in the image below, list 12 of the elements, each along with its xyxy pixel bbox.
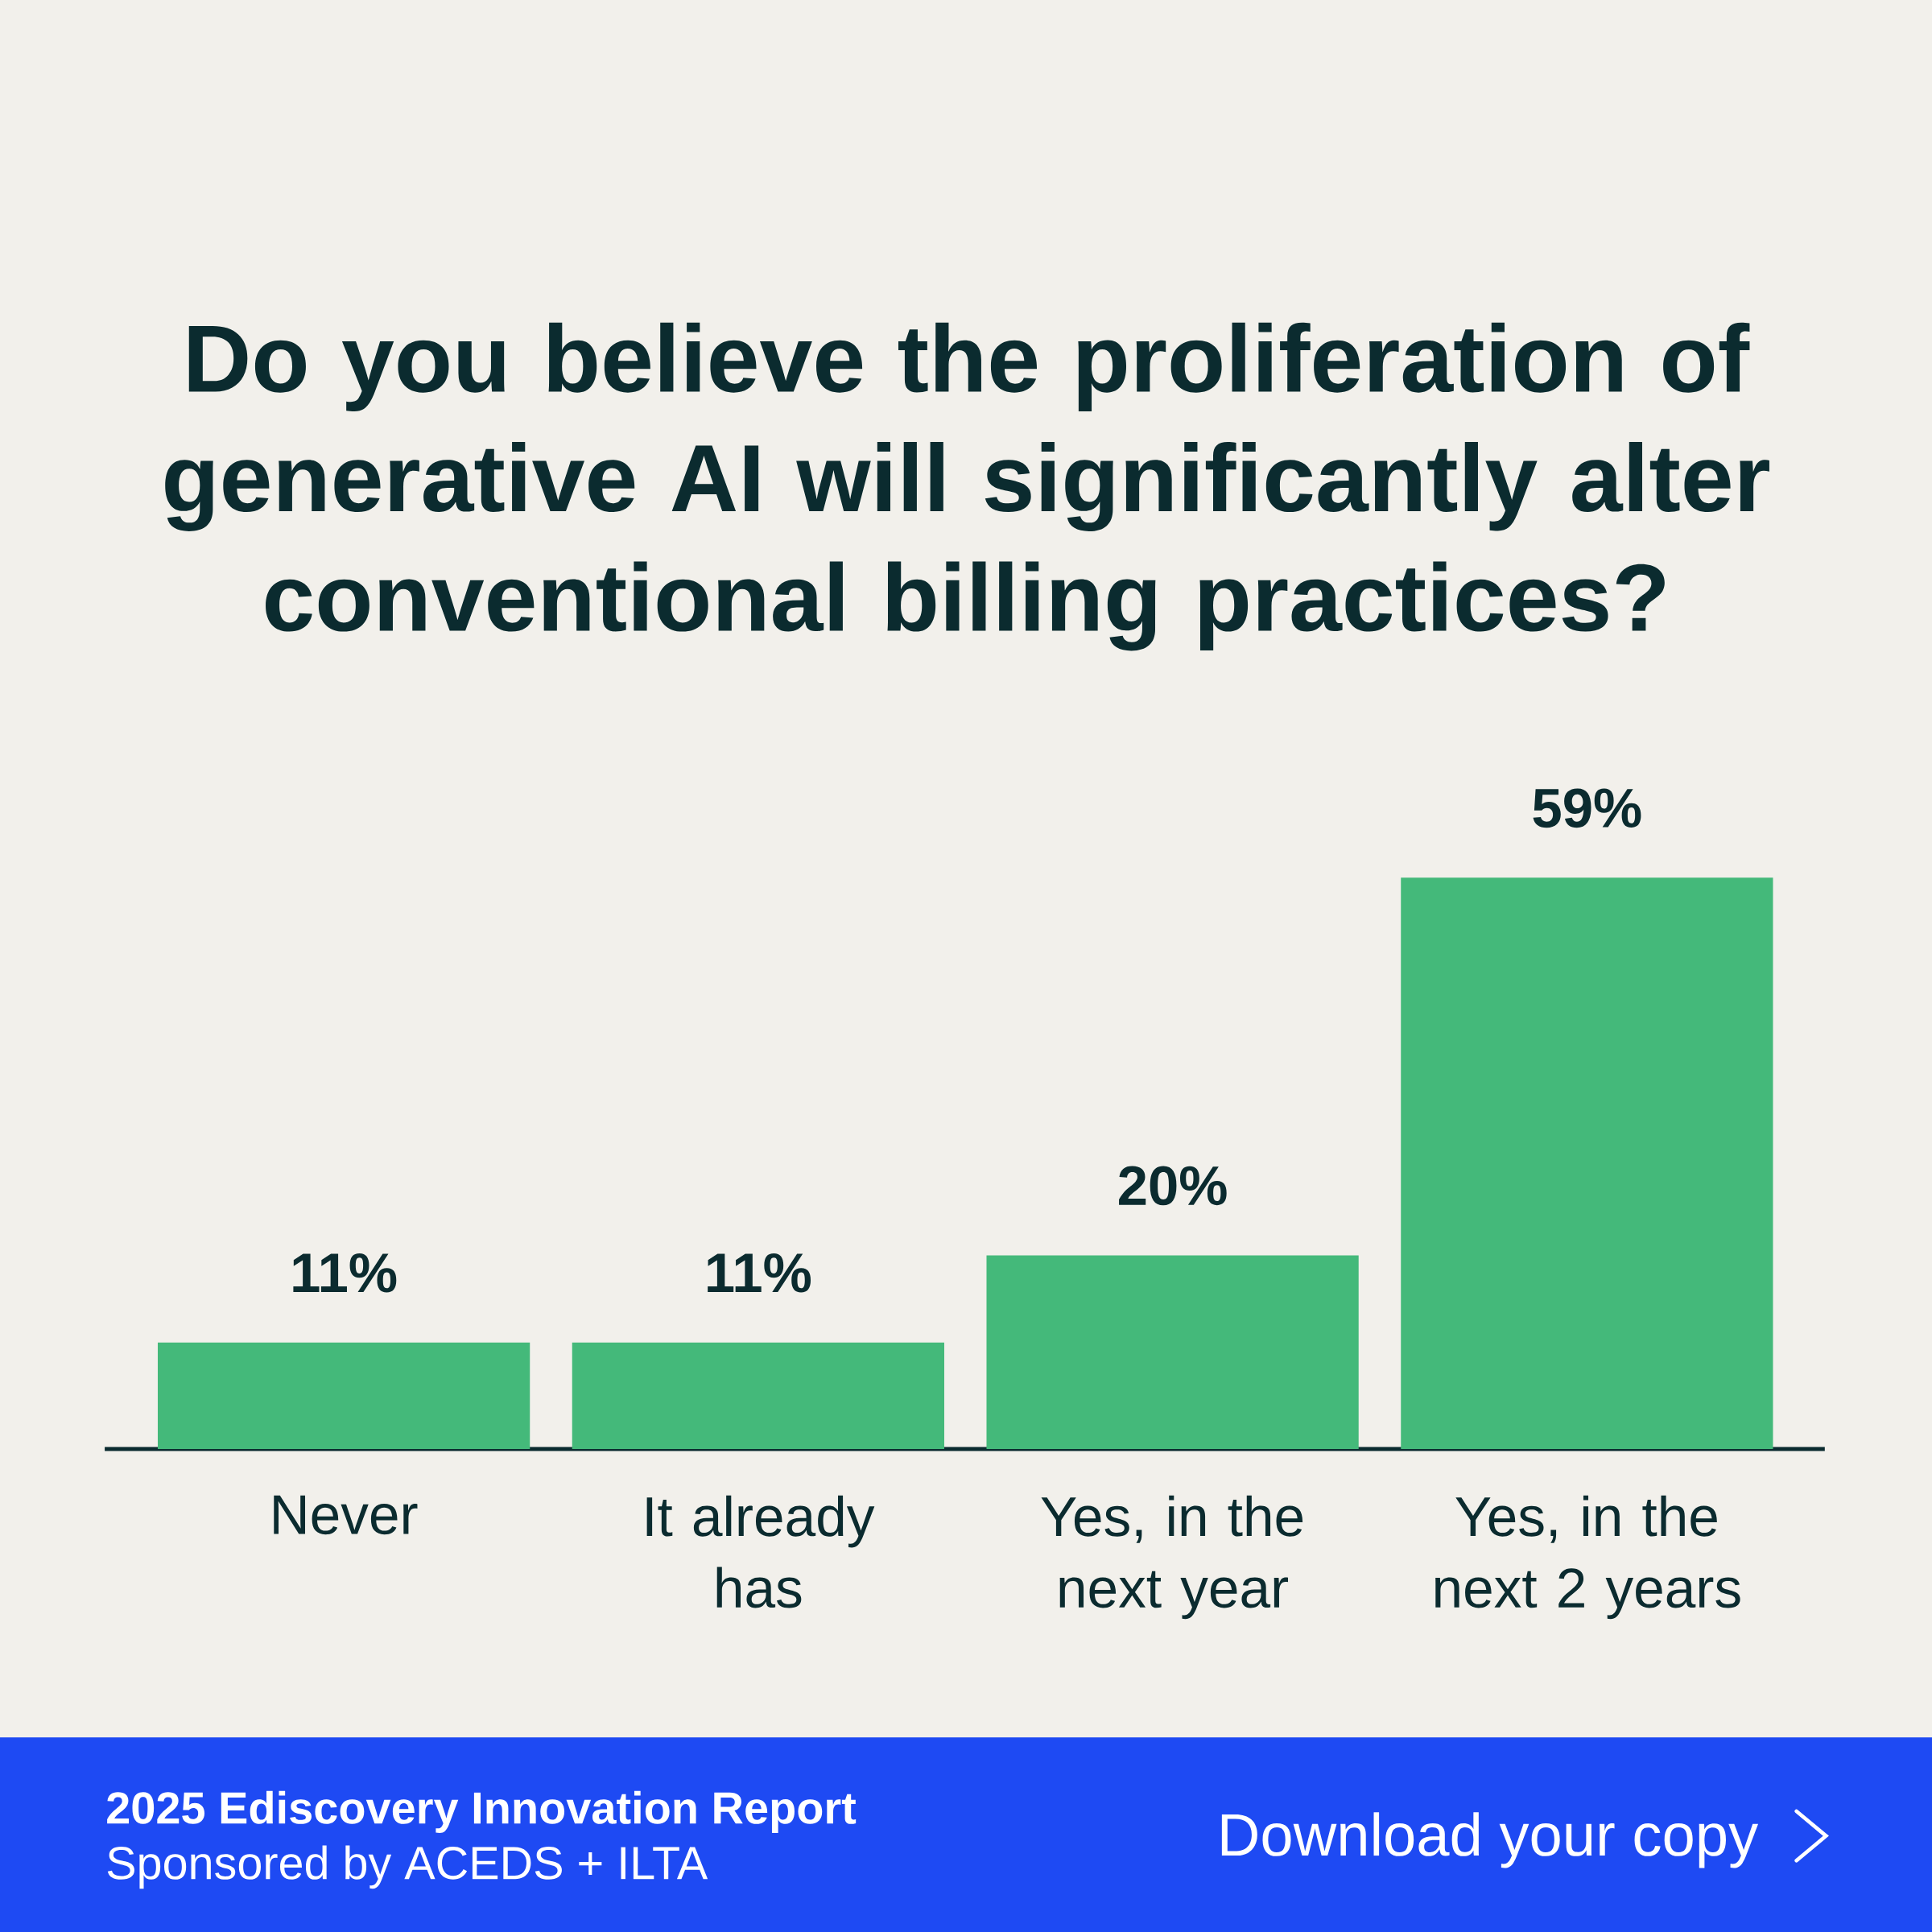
text: Download your copy	[1221, 1812, 1759, 1868]
text: 2025 Ediscovery Innovation Report	[107, 1790, 857, 1833]
chart-title: Do you believe the proliferation of generative AI will significantly alter conventional billing practices?	[165, 322, 1769, 651]
data-label: 11%	[708, 1253, 811, 1293]
data-label: 59%	[1533, 788, 1641, 828]
x-tick-label: Yes, in the next year	[1041, 1495, 1303, 1620]
data-label: 11%	[293, 1253, 397, 1293]
x-tick-label: Never	[274, 1495, 418, 1535]
data-label: 20%	[1119, 1166, 1227, 1206]
x-tick-label: It already has	[646, 1495, 875, 1608]
x-tick-label: Yes, in the next 2 years	[1435, 1495, 1740, 1620]
text: Sponsored by ACEDS + ILTA	[107, 1845, 708, 1889]
